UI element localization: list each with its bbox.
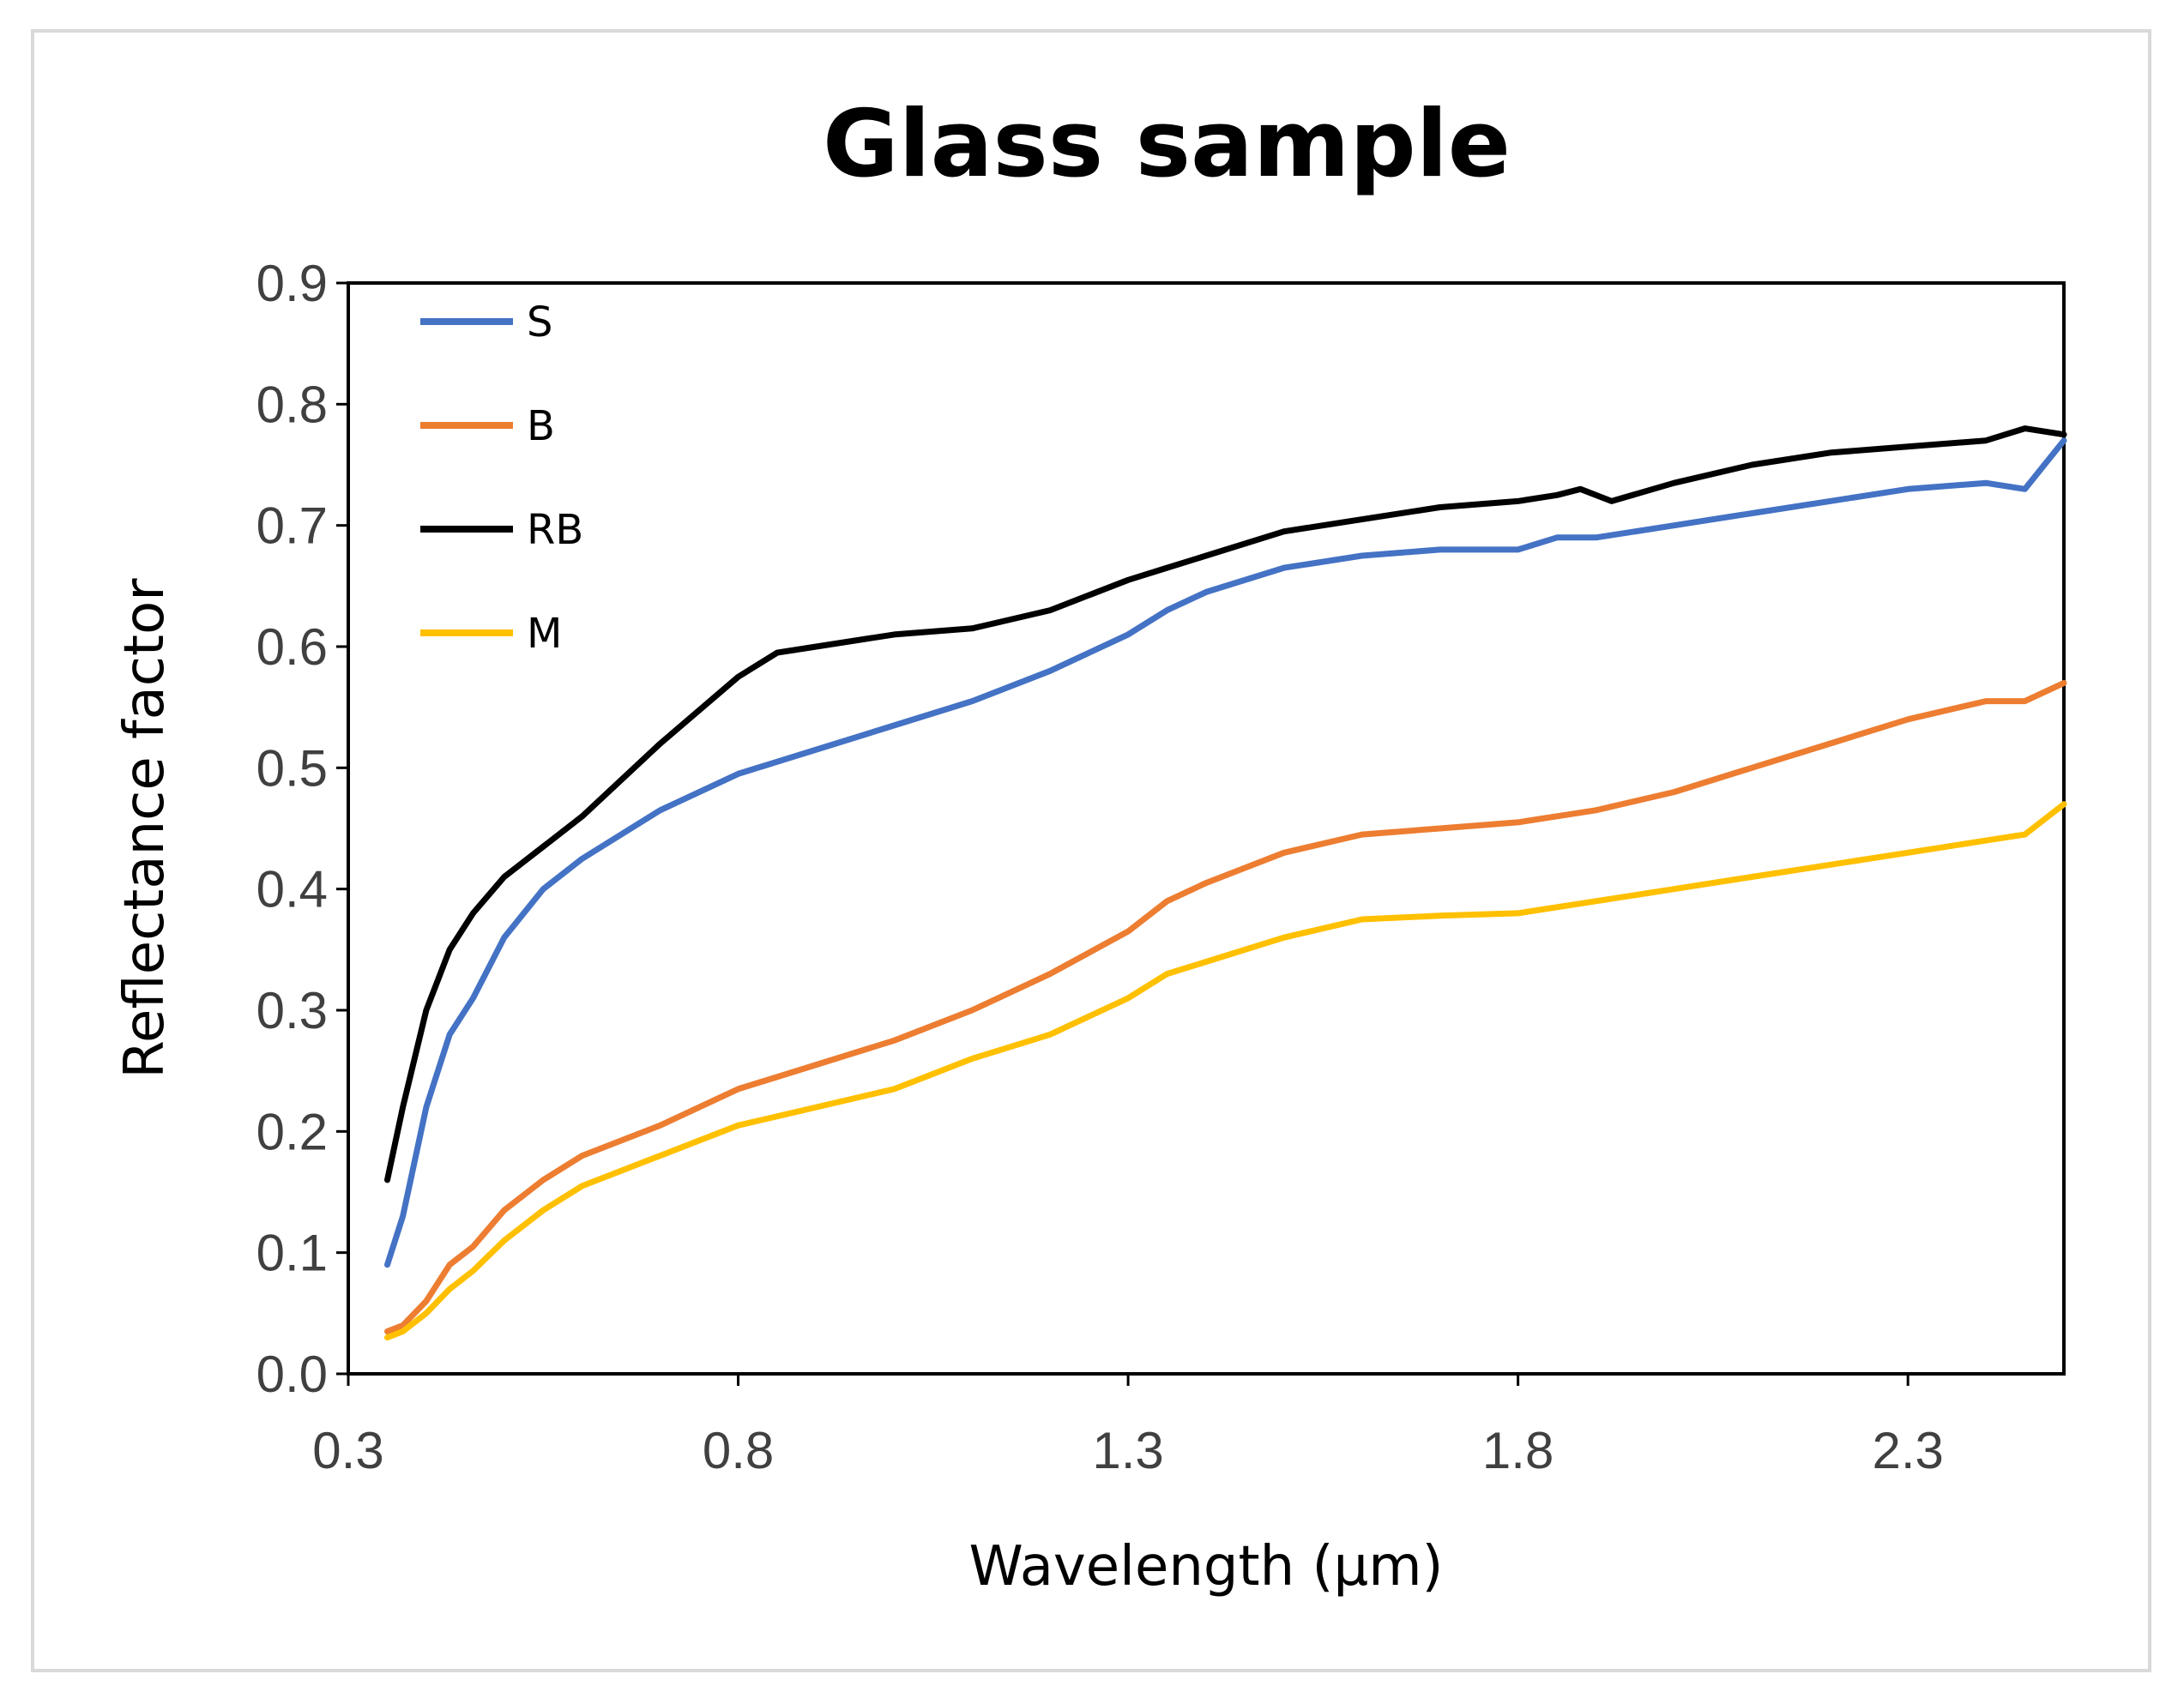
x-axis-ticks: 0.3 0.8 1.3 1.8 2.3 [312,1374,1944,1479]
series-line-m [384,801,2067,1341]
y-tick-label: 0.0 [256,1346,328,1403]
y-tick-label: 0.5 [256,739,328,797]
y-tick-label: 0.9 [256,255,328,312]
series-line-rb [384,425,2067,1183]
y-tick-label: 0.6 [256,618,328,676]
legend: S B RB M [420,298,583,658]
x-tick-label: 1.8 [1482,1422,1554,1479]
x-tick-label: 0.3 [312,1422,383,1479]
x-tick-label: 1.3 [1092,1422,1163,1479]
x-tick-label: 2.3 [1872,1422,1943,1479]
y-axis-ticks: 0.0 0.1 0.2 0.3 0.4 0.5 0.6 0.7 0.8 0.9 [256,255,348,1403]
y-tick-label: 0.4 [256,861,328,918]
legend-label-b: B [527,402,555,450]
y-tick-label: 0.7 [256,497,328,555]
series-line-s [384,437,2067,1268]
y-tick-label: 0.2 [256,1103,328,1160]
y-tick-label: 0.1 [256,1225,328,1282]
y-tick-label: 0.8 [256,376,328,433]
series-line-b [384,679,2067,1334]
y-axis-label: Reflectance factor [113,578,177,1079]
legend-label-rb: RB [527,506,583,554]
x-axis-label: Wavelength (µm) [969,1535,1444,1599]
plot-area [347,281,2066,1376]
x-tick-label: 0.8 [703,1422,774,1479]
y-tick-label: 0.3 [256,982,328,1039]
chart-title: Glass sample [823,91,1511,198]
legend-label-m: M [527,610,562,658]
legend-label-s: S [527,298,552,346]
series-layer [384,425,2067,1341]
